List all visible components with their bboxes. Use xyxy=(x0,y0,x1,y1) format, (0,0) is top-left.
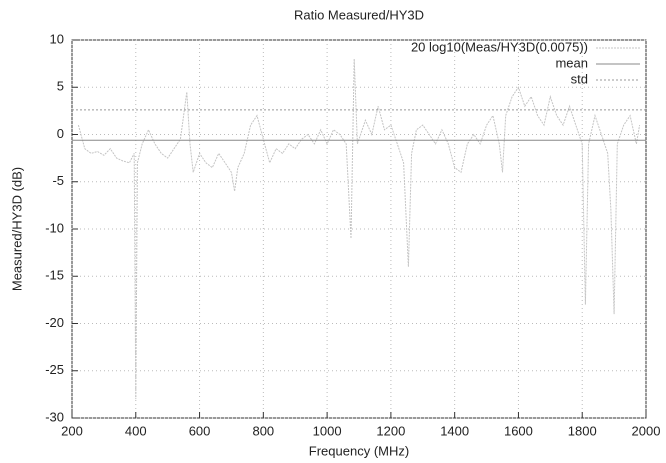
series-line xyxy=(77,58,641,400)
y-tick-label: -15 xyxy=(45,268,64,283)
x-tick-label: 1600 xyxy=(504,423,533,438)
x-tick-label: 200 xyxy=(61,423,83,438)
y-tick-label: -20 xyxy=(45,315,64,330)
x-tick-label: 1800 xyxy=(568,423,597,438)
y-tick-label: -25 xyxy=(45,362,64,377)
y-tick-label: -10 xyxy=(45,220,64,235)
x-tick-label: 400 xyxy=(125,423,147,438)
legend-label: std xyxy=(571,71,588,86)
plot-frame xyxy=(71,39,647,419)
y-tick-label: 10 xyxy=(50,31,64,46)
y-axis-label: Measured/HY3D (dB) xyxy=(9,167,24,291)
x-tick-label: 1400 xyxy=(440,423,469,438)
y-tick-label: 0 xyxy=(57,126,64,141)
x-axis-label: Frequency (MHz) xyxy=(309,443,409,458)
legend-label: 20 log10(Meas/HY3D(0.0075)) xyxy=(411,39,588,54)
x-tick-label: 2000 xyxy=(632,423,661,438)
x-tick-label: 600 xyxy=(189,423,211,438)
y-tick-label: -5 xyxy=(52,173,64,188)
x-tick-label: 800 xyxy=(252,423,274,438)
y-tick-label: 5 xyxy=(57,79,64,94)
y-tick-label: -30 xyxy=(45,409,64,424)
legend-label: mean xyxy=(555,55,588,70)
x-tick-label: 1000 xyxy=(313,423,342,438)
chart-title: Ratio Measured/HY3D xyxy=(294,7,424,22)
x-tick-label: 1200 xyxy=(376,423,405,438)
